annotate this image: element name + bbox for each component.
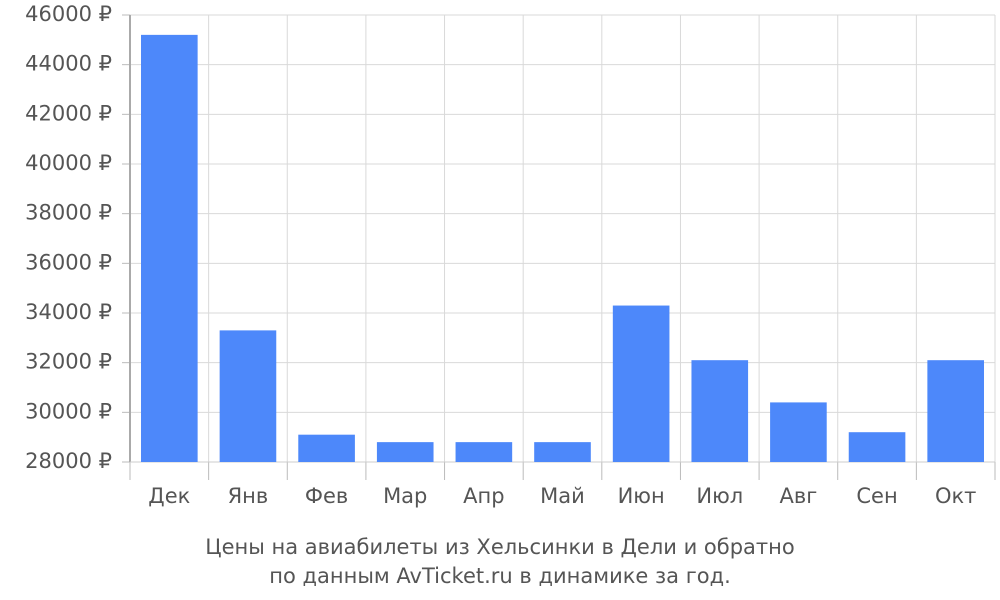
- y-tick-label: 42000 ₽: [25, 101, 112, 125]
- bar: [770, 402, 827, 462]
- bar: [848, 432, 906, 462]
- bar: [219, 330, 277, 462]
- x-tick-label: Дек: [148, 484, 190, 508]
- x-tick-label: Июн: [618, 484, 665, 508]
- bar: [376, 442, 434, 462]
- y-tick-label: 36000 ₽: [25, 250, 112, 274]
- bar: [927, 360, 984, 462]
- x-tick-label: Мар: [383, 484, 427, 508]
- x-tick-label: Авг: [780, 484, 818, 508]
- y-tick-label: 46000 ₽: [25, 2, 112, 26]
- bar: [691, 360, 749, 462]
- y-tick-label: 44000 ₽: [25, 52, 112, 76]
- y-tick-label: 32000 ₽: [25, 350, 112, 374]
- bar: [141, 34, 198, 462]
- x-tick-label: Июл: [696, 484, 743, 508]
- x-tick-label: Апр: [463, 484, 504, 508]
- bar: [612, 305, 670, 462]
- y-tick-label: 34000 ₽: [25, 300, 112, 324]
- y-tick-label: 38000 ₽: [25, 201, 112, 225]
- x-tick-label: Янв: [228, 484, 269, 508]
- y-tick-label: 30000 ₽: [25, 399, 112, 423]
- y-tick-label: 28000 ₽: [25, 449, 112, 473]
- bar: [534, 442, 591, 462]
- x-tick-label: Май: [540, 484, 585, 508]
- y-tick-label: 40000 ₽: [25, 151, 112, 175]
- bar: [298, 434, 355, 462]
- caption-line: по данным AvTicket.ru в динамике за год.: [269, 564, 731, 588]
- x-tick-label: Сен: [856, 484, 897, 508]
- x-tick-label: Фев: [305, 484, 348, 508]
- x-tick-label: Окт: [935, 484, 976, 508]
- caption-line: Цены на авиабилеты из Хельсинки в Дели и…: [205, 535, 794, 559]
- bar: [455, 442, 513, 462]
